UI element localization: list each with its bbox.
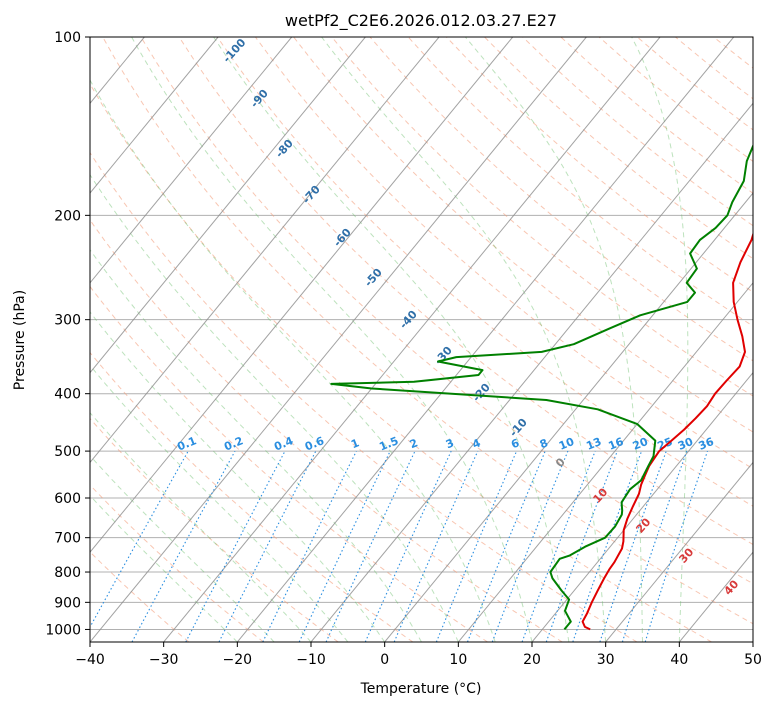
x-axis-label: Temperature (°C) <box>360 681 482 697</box>
y-tick-label: 900 <box>54 595 81 611</box>
mixing-ratio-line <box>325 450 416 642</box>
mixing-ratio-label: 2 <box>408 436 420 451</box>
y-tick-label: 300 <box>54 313 81 329</box>
x-tick-label: 30 <box>597 652 615 668</box>
isotherm-line <box>384 192 753 642</box>
x-tick-label: 0 <box>380 652 389 668</box>
mixing-ratio-line <box>262 450 357 642</box>
dry-adiabat <box>90 351 414 642</box>
dry-adiabat <box>90 151 638 642</box>
mixing-ratio-label: 13 <box>584 435 603 453</box>
background-lines <box>90 37 753 642</box>
y-tick-label: 100 <box>54 30 81 46</box>
moist-adiabat <box>321 37 607 642</box>
mixing-ratio-line <box>545 450 618 642</box>
mixing-ratio-label: 8 <box>538 436 550 451</box>
y-tick-label: 200 <box>54 208 81 224</box>
moist-adiabat <box>631 37 689 642</box>
axes: −40 −30 −20 −10 0 10 20 30 40 50 100 200 300 400 500 60… <box>45 30 762 668</box>
mixing-ratio-line <box>644 450 709 642</box>
mixing-ratio-label: 30 <box>676 435 695 453</box>
y-tick-label: 800 <box>54 565 81 581</box>
isotherm-line <box>90 37 440 464</box>
dry-adiabat <box>90 551 190 642</box>
isotherm-line <box>457 282 753 642</box>
moist-adiabat <box>90 173 459 642</box>
mixing-ratio-line <box>521 450 596 642</box>
isotherm-line <box>90 37 366 374</box>
moist-adiabat <box>90 364 349 642</box>
y-tick-label: 600 <box>54 491 81 507</box>
dry-adiabat <box>90 219 563 642</box>
mixing-ratio-label: 10 <box>557 435 576 453</box>
dry-adiabat <box>216 37 753 507</box>
y-tick-label: 500 <box>54 444 81 460</box>
mixing-ratio-label: 1 <box>349 436 361 451</box>
x-tick-label: 50 <box>744 652 762 668</box>
dry-adiabat <box>90 285 488 642</box>
isotherm-line <box>310 102 753 642</box>
profile-lines <box>330 143 753 631</box>
mixing-ratio-line <box>491 450 569 642</box>
mixing-ratio-label: 25 <box>655 435 674 453</box>
isotherm-line <box>531 371 753 642</box>
isotherm-line <box>163 37 661 642</box>
plot-frame <box>89 36 754 643</box>
x-tick-label: 20 <box>523 652 541 668</box>
isotherm-line <box>90 37 514 554</box>
mixing-ratio-line <box>393 450 479 642</box>
mixing-ratio-label: 36 <box>697 435 716 453</box>
mixing-ratio-line <box>90 450 189 629</box>
mixing-ratio-line <box>298 450 391 642</box>
moist-adiabat <box>90 248 422 642</box>
mixing-ratio-label: 16 <box>606 435 625 453</box>
dry-adiabat <box>369 37 753 362</box>
moist-adiabat <box>465 37 643 642</box>
y-tick-label: 400 <box>54 387 81 403</box>
moist-adiabat <box>213 37 570 642</box>
x-tick-label: −40 <box>75 652 105 668</box>
moist-adiabat <box>90 79 496 642</box>
x-tick-label: −30 <box>149 652 179 668</box>
x-tick-label: −10 <box>296 652 326 668</box>
dry-adiabat <box>140 37 753 585</box>
isotherm-line <box>605 461 753 642</box>
y-tick-label: 700 <box>54 531 81 547</box>
temperature-line <box>581 231 753 631</box>
dewpoint-line <box>330 143 753 631</box>
x-tick-label: 40 <box>670 652 688 668</box>
dry-adiabat <box>293 37 753 433</box>
dry-adiabat <box>102 37 753 625</box>
isotherm-line <box>236 37 735 642</box>
y-axis-label: Pressure (hPa) <box>12 290 28 390</box>
y-tick-label: 1000 <box>45 622 81 638</box>
isotherm-line <box>90 37 293 284</box>
isotherm-line <box>90 37 587 642</box>
isotherm-line <box>90 37 219 194</box>
mixing-ratio-label: 3 <box>444 436 456 451</box>
mixing-ratio-line <box>364 450 452 642</box>
moist-adiabat <box>131 37 533 642</box>
chart-title: wetPf2_C2E6.2026.012.03.27.E27 <box>285 11 557 31</box>
mixing-ratio-line <box>599 450 667 642</box>
dry-adiabat <box>90 484 264 642</box>
mixing-ratio-line <box>621 450 688 642</box>
mixing-ratio-label: 20 <box>631 435 650 453</box>
mixing-ratio-line <box>218 450 317 642</box>
x-tick-label: −20 <box>223 652 253 668</box>
moist-adiabat <box>90 454 275 642</box>
x-tick-label: 10 <box>449 652 467 668</box>
